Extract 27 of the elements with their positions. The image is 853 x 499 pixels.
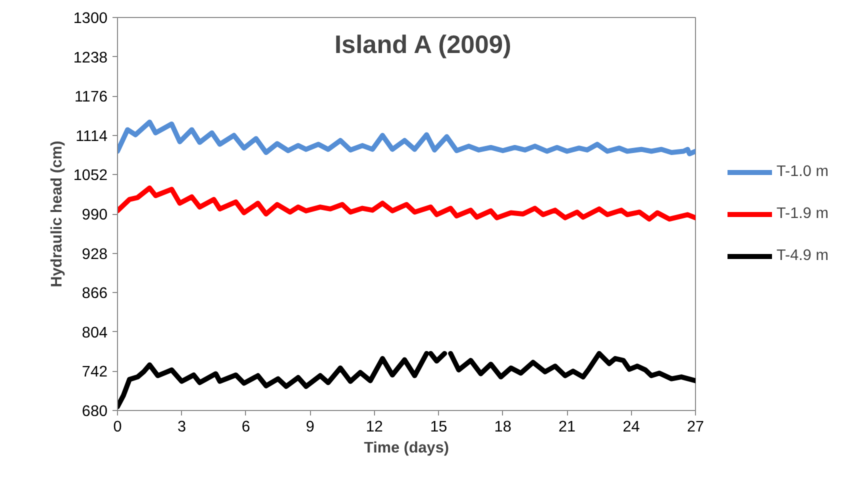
y-tick-label: 680 [82,403,108,420]
y-axis-title: Hydraulic head (cm) [48,140,66,288]
y-tick-label: 928 [82,246,108,263]
legend-label: T-1.9 m [776,204,828,222]
y-tick-label: 1176 [74,88,108,106]
y-tick-label: 742 [82,364,108,381]
x-tick-label: 9 [306,418,314,436]
x-tick-label: 24 [622,418,640,436]
x-axis-title: Time (days) [364,440,449,456]
y-tick-label: 1052 [73,167,108,184]
x-tick-label: 18 [494,418,512,436]
x-tick-label: 15 [430,418,448,436]
legend-label: T-4.9 m [776,246,828,264]
x-tick-label: 27 [686,418,704,436]
y-tick-label: 866 [82,285,108,302]
y-tick-label: 990 [82,206,108,224]
y-tick-label: 1238 [73,49,108,66]
y-tick-label: 1114 [76,128,108,145]
x-tick-label: 12 [366,418,383,436]
x-tick-label: 3 [177,418,186,436]
x-tick-label: 0 [113,418,122,436]
x-tick-label: 6 [242,418,250,436]
y-tick-label: 804 [82,324,108,342]
x-tick-label: 21 [558,418,576,436]
y-tick-label: 1300 [73,10,108,27]
legend-label: T-1.0 m [776,162,828,180]
text: Island A (2009) [334,31,512,60]
